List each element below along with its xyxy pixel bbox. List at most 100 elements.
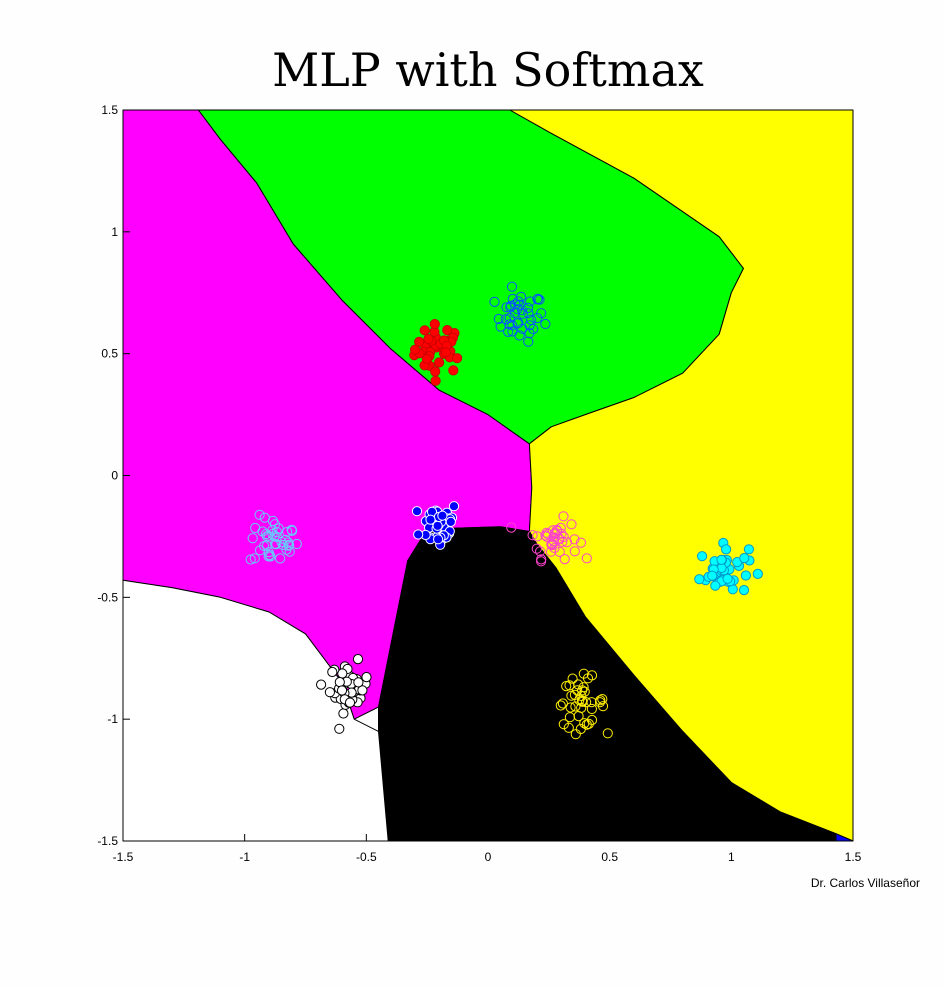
cluster-2 [245, 509, 302, 565]
data-point [442, 325, 453, 336]
data-point [260, 529, 271, 540]
data-point [276, 536, 287, 548]
data-point [286, 524, 297, 535]
data-point [557, 536, 568, 548]
data-point [275, 553, 286, 564]
data-point [548, 535, 559, 547]
y-tick-label: -0.5 [97, 590, 118, 604]
data-point [586, 703, 598, 715]
data-point [559, 554, 570, 565]
data-point [557, 698, 569, 709]
data-point [421, 353, 432, 364]
data-point [569, 534, 580, 545]
data-point [423, 333, 434, 345]
data-point [536, 308, 547, 319]
data-point [250, 522, 261, 534]
data-point [513, 317, 524, 328]
data-point [566, 690, 577, 701]
data-point [247, 533, 258, 544]
data-point [265, 551, 276, 562]
data-point [567, 673, 578, 684]
x-tick-label: 0.5 [601, 850, 618, 864]
data-point [555, 522, 566, 534]
y-tick-label: 0.5 [101, 347, 118, 361]
data-point [561, 681, 572, 692]
data-point [536, 556, 547, 567]
data-point [410, 344, 421, 355]
data-point [429, 319, 440, 330]
data-point [564, 712, 576, 723]
data-point [558, 719, 569, 730]
decision-regions [122, 109, 854, 842]
data-point [291, 538, 302, 550]
data-point [535, 546, 546, 557]
x-tick-label: -1.5 [113, 850, 134, 864]
data-point [448, 365, 459, 376]
data-point [570, 729, 581, 740]
data-point [602, 728, 613, 739]
data-point [579, 718, 590, 729]
y-tick-label: 1 [111, 225, 118, 239]
data-point [575, 537, 587, 548]
data-point [570, 701, 581, 712]
data-point [425, 514, 436, 525]
data-point [707, 570, 718, 581]
data-point [419, 325, 430, 336]
data-point [697, 551, 708, 562]
data-point [316, 679, 327, 690]
data-point [523, 302, 534, 313]
data-point [534, 294, 545, 305]
data-point [523, 308, 534, 319]
data-point [324, 687, 335, 698]
data-point [353, 677, 364, 688]
data-points [245, 281, 763, 740]
data-point [434, 357, 445, 368]
data-point [254, 509, 265, 520]
data-point [278, 539, 289, 551]
x-tick-label: -1 [239, 850, 250, 864]
data-point [504, 312, 515, 323]
data-point [269, 519, 280, 530]
data-point [336, 685, 348, 696]
data-point [569, 689, 581, 701]
data-point [743, 544, 755, 555]
data-point [517, 308, 529, 319]
data-point [249, 553, 260, 564]
data-point [524, 320, 535, 331]
data-point [546, 538, 557, 549]
plot-area [122, 109, 854, 842]
y-tick-label: -1.5 [97, 834, 118, 848]
data-point [261, 531, 272, 542]
data-point [501, 302, 512, 313]
data-point [721, 544, 732, 555]
data-point [264, 549, 275, 561]
x-tick-label: 0 [485, 850, 492, 864]
data-point [338, 708, 349, 719]
data-point [505, 300, 517, 311]
data-point [270, 538, 281, 549]
data-point [489, 296, 500, 307]
data-point [259, 540, 270, 552]
data-point [245, 554, 256, 565]
data-point [532, 293, 544, 304]
data-point [558, 511, 569, 522]
data-point [430, 375, 441, 386]
data-point [500, 314, 511, 325]
data-point [558, 531, 569, 543]
data-point [334, 723, 345, 734]
data-point [552, 526, 563, 537]
cluster-7 [555, 668, 613, 740]
data-point [259, 512, 270, 523]
data-point [448, 501, 460, 512]
data-point [561, 537, 573, 548]
data-point [507, 293, 518, 304]
data-point [430, 366, 441, 377]
chart-title: MLP with Softmax [272, 43, 704, 97]
data-point [525, 296, 536, 307]
decision-region-3 [378, 526, 837, 842]
x-tick-label: 1 [728, 850, 735, 864]
data-point [433, 534, 444, 545]
data-point [493, 313, 504, 325]
data-point [352, 654, 364, 665]
